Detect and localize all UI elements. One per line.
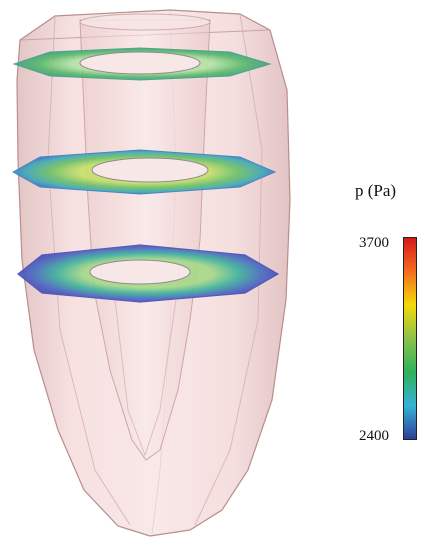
legend-title: p (Pa): [355, 181, 397, 200]
legend-max-label: 3700: [359, 235, 389, 251]
pressure-slice-top: [12, 47, 272, 81]
legend-min-label: 2400: [359, 428, 389, 444]
inner-cavity: [79, 13, 211, 461]
pressure-slice-bottom: [17, 244, 280, 303]
pressure-colorbar: [403, 237, 417, 440]
pressure-slice-middle: [11, 149, 277, 195]
